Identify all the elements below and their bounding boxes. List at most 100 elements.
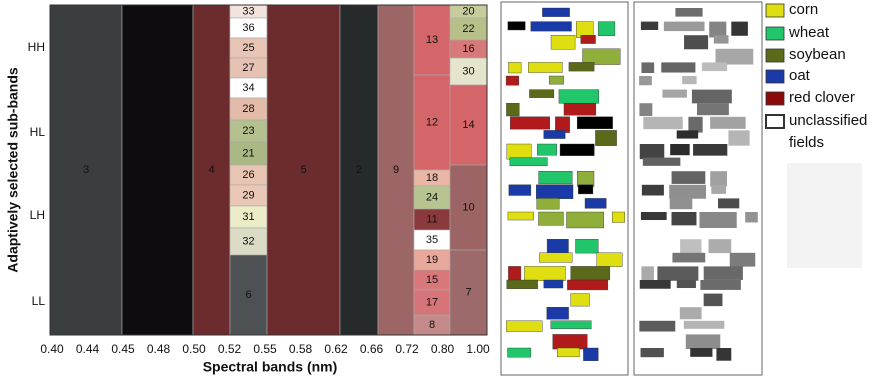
field — [550, 35, 576, 50]
field — [542, 7, 570, 17]
cell-label: 26 — [242, 169, 254, 181]
x-tick-label: 0.48 — [147, 342, 171, 356]
legend-swatch — [765, 69, 785, 84]
x-tick-label: 0.58 — [289, 342, 313, 356]
field — [539, 252, 573, 263]
cell-label: 33 — [242, 5, 254, 17]
field — [676, 130, 699, 139]
field — [508, 184, 532, 196]
field — [580, 35, 596, 44]
cell — [49, 4, 123, 336]
y-tick-label: HL — [30, 125, 46, 139]
field — [675, 8, 703, 17]
cell-label: 17 — [426, 296, 438, 308]
field — [583, 347, 599, 361]
field — [731, 21, 748, 36]
field — [598, 21, 616, 36]
field — [710, 116, 746, 129]
cell-label: 30 — [462, 65, 474, 77]
field — [595, 130, 617, 146]
field — [670, 144, 690, 156]
field — [641, 184, 664, 196]
field — [688, 116, 703, 133]
cell-label: 31 — [242, 211, 254, 223]
field — [639, 76, 652, 86]
cell-label: 27 — [242, 62, 254, 74]
field — [676, 280, 696, 289]
legend-label: unclassified — [789, 112, 867, 129]
field — [711, 184, 726, 194]
field — [612, 211, 625, 223]
field — [524, 266, 566, 281]
cell-label: 23 — [242, 125, 254, 137]
cell-label: 20 — [462, 5, 474, 17]
cell-label: 28 — [242, 103, 254, 115]
cell — [229, 254, 268, 336]
legend-swatch — [765, 3, 785, 18]
x-tick-label: 0.44 — [76, 342, 100, 356]
cell-label: 25 — [242, 42, 254, 54]
x-tick-label: 0.72 — [395, 342, 419, 356]
field — [596, 252, 623, 267]
field — [577, 170, 595, 187]
y-axis-title: Adaptively selected sub-bands — [5, 67, 21, 273]
field — [550, 320, 592, 330]
cell-label: 8 — [429, 319, 435, 331]
plot-frame — [49, 4, 488, 336]
field — [530, 21, 572, 32]
field — [703, 293, 723, 307]
cell — [266, 4, 341, 336]
cell-label: 24 — [426, 191, 438, 203]
cell-label: 19 — [426, 254, 438, 266]
field — [543, 279, 564, 289]
field — [745, 212, 758, 223]
cell-label: 1 — [154, 164, 160, 176]
cell — [449, 164, 488, 251]
x-tick-label: 0.66 — [360, 342, 384, 356]
legend-swatch — [765, 91, 785, 106]
field — [640, 212, 667, 221]
x-tick-label: 0.52 — [218, 342, 242, 356]
field — [568, 62, 595, 72]
x-tick-label: 0.45 — [111, 342, 135, 356]
x-tick-label: 0.62 — [324, 342, 348, 356]
cell — [192, 4, 231, 336]
field — [528, 62, 563, 73]
field — [508, 62, 522, 74]
field — [536, 184, 574, 199]
field — [557, 347, 580, 358]
field — [642, 157, 681, 166]
field — [639, 144, 665, 160]
field — [700, 280, 741, 290]
field — [671, 212, 697, 226]
field — [546, 238, 569, 254]
cell-label: 29 — [242, 189, 254, 201]
y-tick-label: LH — [30, 208, 45, 222]
field — [543, 130, 566, 139]
field — [506, 143, 532, 160]
field — [716, 348, 732, 361]
field — [693, 144, 728, 156]
field — [548, 75, 564, 85]
field — [566, 211, 604, 229]
field — [576, 116, 613, 130]
field — [728, 130, 750, 146]
legend-label: fields — [789, 134, 824, 151]
field — [690, 348, 713, 357]
x-tick-label: 0.80 — [431, 342, 455, 356]
cell-label: 4 — [208, 164, 214, 176]
field — [570, 293, 590, 307]
field — [641, 62, 655, 73]
cell — [449, 57, 488, 86]
field — [506, 279, 538, 289]
legend-label: corn — [789, 1, 818, 18]
legend-swatch — [765, 48, 785, 63]
cell-label: 34 — [242, 82, 254, 94]
field — [657, 266, 699, 281]
field — [505, 75, 520, 86]
cell-label: 14 — [462, 119, 474, 131]
field — [552, 334, 588, 350]
field — [684, 35, 709, 50]
field — [680, 239, 702, 254]
